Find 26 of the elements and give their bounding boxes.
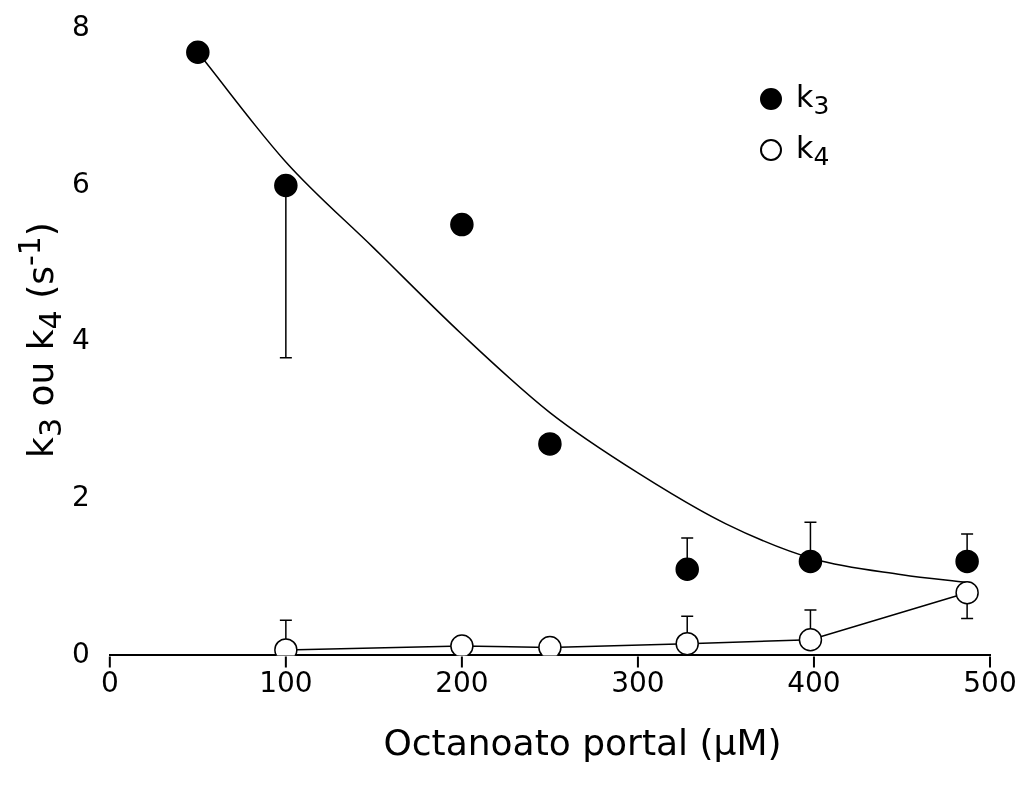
point <box>450 212 474 237</box>
y-tick-label: 6 <box>71 166 90 200</box>
point <box>186 40 210 65</box>
y-tick-label: 2 <box>71 480 90 514</box>
point <box>538 635 562 656</box>
point <box>450 634 474 656</box>
x-tick-label: 100 <box>259 666 313 700</box>
y-tick-label: 4 <box>71 323 90 357</box>
legend-label: k$_{4}$ <box>796 129 830 171</box>
y-tick-label: 0 <box>71 636 90 670</box>
y-tick-label: 8 <box>71 10 90 44</box>
point <box>274 173 298 198</box>
x-axis-title: Octanoato portal (μM) <box>382 722 783 763</box>
x-tick-label: 400 <box>787 666 841 700</box>
x-tick-label: 200 <box>435 666 489 700</box>
point <box>955 580 979 605</box>
x-tick-label: 0 <box>100 666 119 700</box>
point <box>798 549 823 574</box>
point <box>955 549 979 574</box>
point <box>675 557 699 581</box>
point <box>675 631 699 656</box>
x-tick-label: 500 <box>963 666 1017 700</box>
x-tick-label: 300 <box>611 666 665 700</box>
point <box>798 627 823 652</box>
legend-label: k$_{3}$ <box>796 78 830 120</box>
point <box>538 432 562 456</box>
